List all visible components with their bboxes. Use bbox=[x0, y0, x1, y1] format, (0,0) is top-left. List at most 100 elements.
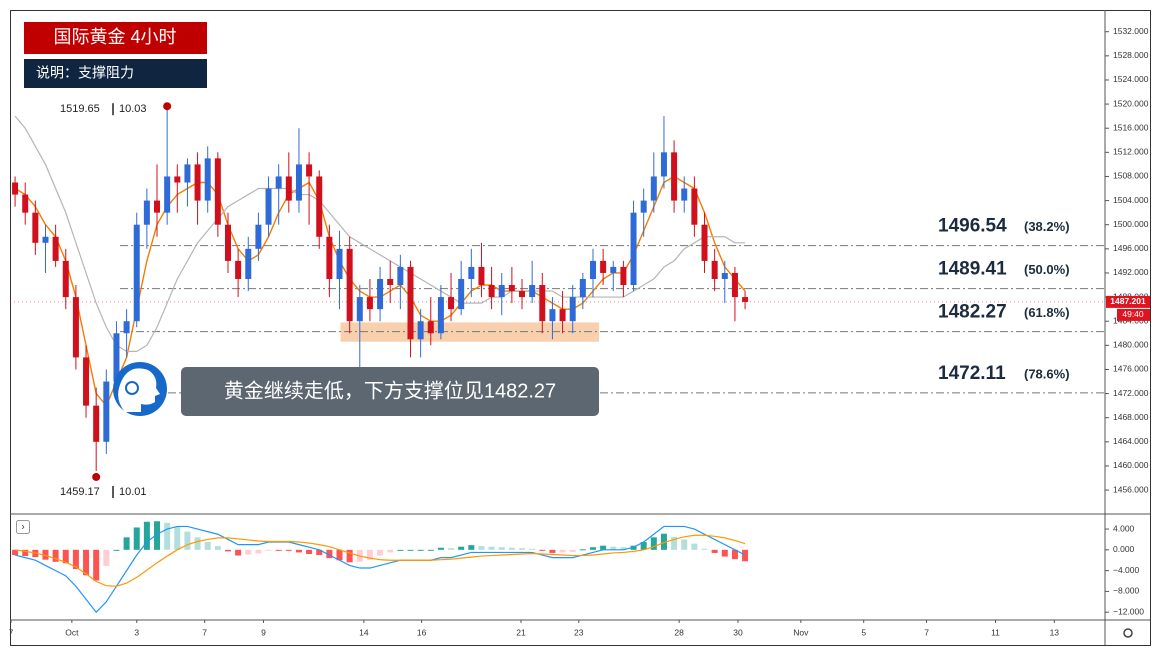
level-ratio: (50.0%) bbox=[1024, 262, 1070, 277]
candle-body bbox=[103, 381, 110, 442]
candle-body bbox=[671, 152, 678, 201]
macd-histogram-bar bbox=[508, 547, 515, 550]
level-price: 1472.11 bbox=[938, 363, 1006, 384]
candle-body bbox=[600, 260, 607, 273]
candle-body bbox=[630, 212, 637, 286]
candle-body bbox=[255, 224, 262, 249]
macd-histogram-bar bbox=[123, 537, 130, 550]
last-price-box bbox=[1106, 295, 1150, 308]
macd-histogram-bar bbox=[742, 549, 749, 562]
macd-y-tick-label: −12.000 bbox=[1113, 606, 1144, 616]
macd-histogram-bar bbox=[265, 549, 272, 551]
macd-histogram-bar bbox=[448, 548, 455, 550]
macd-histogram-bar bbox=[306, 549, 313, 554]
avatar-detail bbox=[125, 381, 139, 395]
candle-body bbox=[529, 285, 536, 298]
macd-histogram-bar bbox=[143, 521, 150, 550]
x-tick-label: 7 bbox=[202, 627, 207, 637]
y-tick-label: 1532.000 bbox=[1113, 26, 1149, 36]
candle-body bbox=[640, 200, 647, 213]
macd-histogram-bar bbox=[377, 549, 384, 556]
candle-body bbox=[356, 297, 363, 322]
candle-body bbox=[275, 176, 282, 189]
macd-histogram-bar bbox=[366, 549, 373, 560]
candle-body bbox=[123, 321, 130, 334]
candle-body bbox=[133, 224, 140, 322]
macd-histogram-bar bbox=[204, 542, 211, 550]
macd-histogram-bar bbox=[346, 549, 353, 563]
y-tick-label: 1500.000 bbox=[1113, 219, 1149, 229]
candle-body bbox=[681, 188, 688, 201]
candle-body bbox=[346, 248, 353, 322]
candle-body bbox=[579, 278, 586, 298]
macd-y-tick-label: −8.000 bbox=[1113, 586, 1140, 596]
candle-body bbox=[214, 158, 221, 225]
candle-body bbox=[610, 266, 617, 273]
candle-body bbox=[519, 291, 526, 298]
high-marker bbox=[163, 102, 172, 111]
candle-body bbox=[83, 357, 90, 406]
settings-icon[interactable] bbox=[1123, 628, 1133, 638]
expand-button[interactable] bbox=[16, 520, 30, 534]
callout-box bbox=[181, 367, 599, 416]
macd-y-tick-label: −4.000 bbox=[1113, 565, 1140, 575]
candle-body bbox=[660, 152, 667, 177]
candle-body bbox=[620, 266, 627, 286]
y-tick-label: 1464.000 bbox=[1113, 436, 1149, 446]
candle-body bbox=[407, 266, 414, 340]
macd-histogram-bar bbox=[559, 549, 566, 553]
candle-body bbox=[164, 176, 171, 213]
candle-body bbox=[93, 405, 100, 442]
x-tick-label: 5 bbox=[861, 627, 866, 637]
candle-body bbox=[184, 164, 191, 183]
candle-body bbox=[387, 278, 394, 286]
expand-icon: › bbox=[21, 522, 24, 533]
candle-body bbox=[366, 297, 373, 310]
macd-histogram-bar bbox=[275, 549, 282, 551]
x-tick-label: 30 bbox=[733, 627, 743, 637]
low-date: 10.01 bbox=[119, 486, 147, 498]
candle-body bbox=[194, 164, 201, 201]
candle-body bbox=[508, 285, 515, 292]
candle-body bbox=[721, 272, 728, 279]
level-price: 1482.27 bbox=[938, 302, 1007, 323]
macd-histogram-bar bbox=[245, 549, 252, 555]
candle-body bbox=[62, 260, 69, 298]
macd-histogram-bar bbox=[437, 547, 444, 550]
macd-histogram-bar bbox=[285, 549, 292, 551]
macd-histogram-bar bbox=[610, 546, 617, 550]
y-tick-label: 1524.000 bbox=[1113, 74, 1149, 84]
y-tick-label: 1496.000 bbox=[1113, 243, 1149, 253]
macd-histogram-bar bbox=[103, 549, 110, 566]
candle-body bbox=[265, 188, 272, 225]
x-tick-label: 9 bbox=[261, 627, 266, 637]
candle-body bbox=[559, 309, 566, 322]
candle-body bbox=[154, 200, 161, 213]
y-tick-label: 1472.000 bbox=[1113, 388, 1149, 398]
macd-histogram-bar bbox=[488, 546, 495, 550]
candle-body bbox=[377, 278, 384, 310]
macd-histogram-bar bbox=[539, 549, 546, 551]
candle-body bbox=[437, 297, 444, 334]
macd-histogram-bar bbox=[316, 549, 323, 556]
macd-histogram-bar bbox=[387, 549, 394, 553]
support-zone bbox=[340, 322, 600, 342]
level-price: 1496.54 bbox=[938, 216, 1007, 237]
candle-body bbox=[72, 297, 79, 358]
level-ratio: (78.6%) bbox=[1024, 366, 1070, 381]
x-tick-label: 3 bbox=[134, 627, 139, 637]
macd-histogram-bar bbox=[133, 527, 140, 550]
x-tick-label: Oct bbox=[65, 627, 79, 637]
x-tick-label: 16 bbox=[417, 627, 427, 637]
macd-histogram-bar bbox=[417, 549, 424, 551]
x-tick-label: Nov bbox=[793, 627, 809, 637]
macd-histogram-bar bbox=[549, 549, 556, 553]
x-tick-label: 7 bbox=[9, 627, 14, 637]
macd-histogram-bar bbox=[83, 549, 90, 576]
low-price: 1459.17 bbox=[60, 486, 100, 498]
macd-y-tick-label: 4.000 bbox=[1113, 523, 1135, 533]
macd-histogram-bar bbox=[478, 546, 485, 550]
macd-histogram-bar bbox=[529, 548, 536, 550]
candle-body bbox=[731, 272, 738, 298]
candle-body bbox=[448, 297, 455, 310]
